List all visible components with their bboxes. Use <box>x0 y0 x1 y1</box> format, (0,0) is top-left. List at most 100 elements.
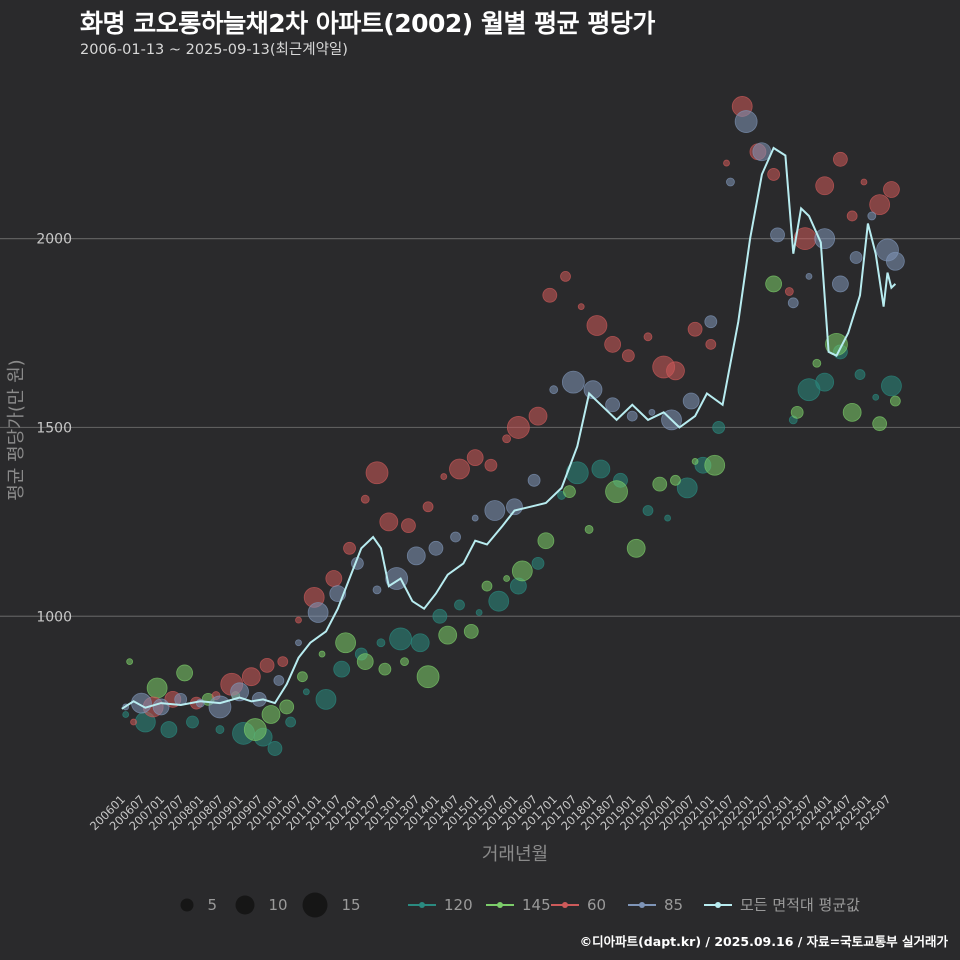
chart-subtitle: 2006-01-13 ~ 2025-09-13(최근계약일) <box>80 42 348 58</box>
data-point-145 <box>318 650 326 658</box>
data-point-85 <box>770 227 785 243</box>
data-point-120 <box>872 393 880 401</box>
data-point-120 <box>664 514 672 522</box>
data-point-60 <box>586 315 608 336</box>
data-point-85 <box>704 315 718 329</box>
chart-title: 화명 코오롱하늘채2차 아파트(2002) 월별 평균 평당가 <box>80 9 655 38</box>
data-point-120 <box>642 505 654 516</box>
data-point-85 <box>273 675 285 686</box>
data-point-145 <box>626 538 646 558</box>
legend: 5 10 15 120 145 60 85 모든 면적대 평균값 <box>180 892 860 918</box>
data-point-60 <box>815 176 835 196</box>
data-point-85 <box>527 473 541 487</box>
data-point-85 <box>734 110 758 133</box>
data-point-85 <box>682 392 700 410</box>
data-point-145 <box>537 532 555 550</box>
data-point-145 <box>297 671 308 683</box>
data-point-145 <box>704 454 726 476</box>
data-points <box>122 96 905 756</box>
data-point-60 <box>723 159 730 167</box>
data-point-145 <box>146 677 168 699</box>
legend-label: 모든 면적대 평균값 <box>740 896 860 914</box>
data-point-60 <box>832 151 848 167</box>
data-point-120 <box>676 477 698 499</box>
data-point-120 <box>376 638 386 648</box>
data-point-145 <box>503 575 511 582</box>
data-point-60 <box>705 338 717 350</box>
data-point-120 <box>333 660 351 678</box>
data-point-60 <box>422 501 434 513</box>
data-point-60 <box>295 616 302 624</box>
data-point-60 <box>687 321 703 337</box>
data-point-85 <box>787 297 799 309</box>
data-point-60 <box>784 287 794 296</box>
data-point-85 <box>805 272 813 280</box>
data-point-145 <box>400 657 409 666</box>
grid-lines <box>0 238 960 617</box>
data-point-145 <box>335 632 357 654</box>
data-point-145 <box>463 623 479 639</box>
legend-marker <box>562 902 568 908</box>
data-point-60 <box>325 570 343 587</box>
data-point-60 <box>130 718 137 726</box>
data-point-120 <box>186 715 199 729</box>
data-point-145 <box>126 658 134 665</box>
average-line-layer <box>121 146 897 710</box>
data-point-60 <box>484 458 498 472</box>
data-point-120 <box>854 369 866 380</box>
data-point-120 <box>432 608 448 624</box>
source-caption: ©디아파트(dapt.kr) / 2025.09.16 / 자료=국토교통부 실… <box>579 934 948 949</box>
x-axis-title: 거래년월 <box>482 844 548 865</box>
data-point-85 <box>208 695 232 719</box>
data-point-120 <box>488 590 510 612</box>
data-point-85 <box>428 540 444 556</box>
data-point-85 <box>885 251 905 271</box>
data-point-85 <box>372 585 382 595</box>
data-point-60 <box>542 287 558 303</box>
legend-marker <box>715 902 721 908</box>
data-point-145 <box>765 275 783 293</box>
data-point-120 <box>454 599 465 611</box>
data-point-85 <box>406 546 426 566</box>
data-point-145 <box>261 705 281 724</box>
data-point-85 <box>450 531 461 543</box>
y-axis-ticks: 1000 1500 2000 <box>36 232 72 626</box>
legend-marker <box>497 902 503 908</box>
data-point-85 <box>648 408 656 416</box>
data-point-85 <box>561 370 585 394</box>
data-point-120 <box>285 716 297 728</box>
data-point-60 <box>506 416 530 439</box>
data-point-145 <box>511 560 533 582</box>
y-axis-title: 평균 평당가(만 원) <box>6 359 27 500</box>
data-point-85 <box>831 275 849 293</box>
data-point-60 <box>259 657 275 673</box>
legend-marker <box>639 902 645 908</box>
data-point-60 <box>277 656 289 667</box>
data-point-145 <box>889 395 901 407</box>
x-axis-ticks: 2006012006072007012007072008012008072009… <box>87 792 894 833</box>
data-point-85 <box>471 514 479 522</box>
data-point-145 <box>279 699 295 715</box>
data-point-85 <box>230 682 249 702</box>
legend-size-label: 10 <box>269 896 288 914</box>
data-point-120 <box>881 375 902 397</box>
data-point-120 <box>712 421 726 434</box>
data-point-120 <box>267 741 283 756</box>
data-point-60 <box>528 406 548 426</box>
data-point-60 <box>466 449 484 467</box>
legend-size-marker <box>302 892 328 918</box>
data-point-85 <box>295 639 302 647</box>
data-point-60 <box>502 434 512 444</box>
data-point-60 <box>360 494 370 504</box>
data-point-145 <box>416 665 440 689</box>
data-point-145 <box>605 480 628 504</box>
data-point-85 <box>605 397 621 413</box>
data-point-145 <box>842 402 862 422</box>
data-point-145 <box>243 718 267 741</box>
data-point-60 <box>621 349 635 363</box>
data-point-60 <box>343 541 356 555</box>
data-point-85 <box>814 228 836 250</box>
data-point-120 <box>815 372 835 392</box>
data-point-145 <box>584 525 594 534</box>
data-point-145 <box>790 405 804 419</box>
